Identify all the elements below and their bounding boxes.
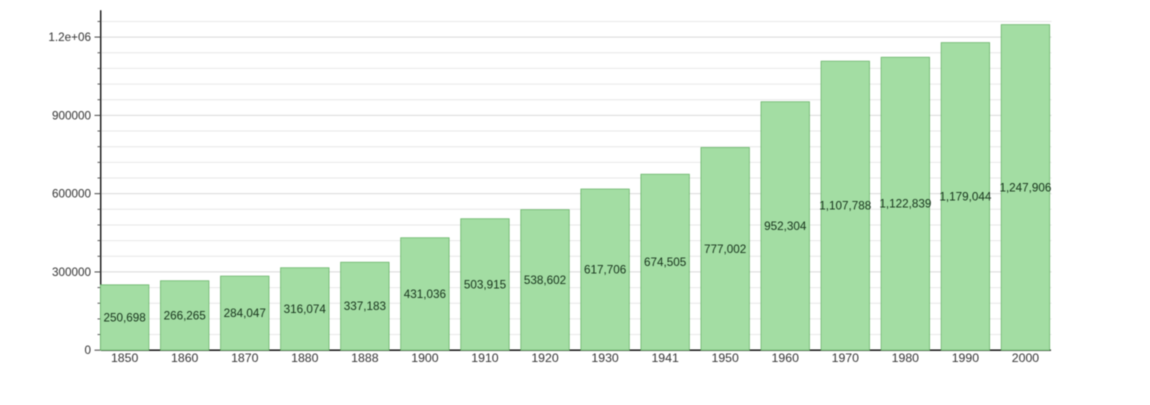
svg-text:1888: 1888 [351,351,379,365]
svg-text:1970: 1970 [832,351,860,365]
svg-text:316,074: 316,074 [284,303,327,316]
svg-text:1950: 1950 [712,351,740,365]
svg-text:1850: 1850 [111,351,139,365]
svg-text:1920: 1920 [531,351,559,365]
svg-text:538,602: 538,602 [524,274,566,287]
svg-text:1930: 1930 [591,351,619,365]
svg-text:1900: 1900 [411,351,439,365]
svg-text:952,304: 952,304 [764,220,807,233]
svg-text:284,047: 284,047 [224,307,266,320]
svg-text:1910: 1910 [471,351,499,365]
svg-text:1980: 1980 [892,351,920,365]
svg-text:1860: 1860 [171,351,199,365]
svg-text:1.2e+06: 1.2e+06 [48,31,91,44]
svg-text:1941: 1941 [651,351,679,365]
svg-text:1880: 1880 [291,351,319,365]
svg-text:600000: 600000 [52,188,92,201]
svg-text:777,002: 777,002 [704,243,746,256]
svg-text:617,706: 617,706 [584,264,626,277]
svg-text:674,505: 674,505 [644,256,687,269]
svg-text:431,036: 431,036 [404,288,446,301]
svg-text:250,698: 250,698 [104,311,146,324]
svg-text:1960: 1960 [772,351,800,365]
svg-text:1,247,906: 1,247,906 [999,181,1051,194]
svg-text:0: 0 [84,344,91,357]
svg-text:2000: 2000 [1012,351,1040,365]
svg-text:1,179,044: 1,179,044 [939,190,991,203]
svg-text:1870: 1870 [231,351,259,365]
svg-text:1,107,788: 1,107,788 [819,200,871,213]
svg-text:1990: 1990 [952,351,980,365]
svg-text:503,915: 503,915 [464,278,507,291]
svg-text:900000: 900000 [52,109,92,122]
svg-text:300000: 300000 [52,266,92,279]
svg-text:1,122,839: 1,122,839 [879,198,931,211]
svg-text:266,265: 266,265 [164,309,207,322]
svg-text:337,183: 337,183 [344,300,386,313]
